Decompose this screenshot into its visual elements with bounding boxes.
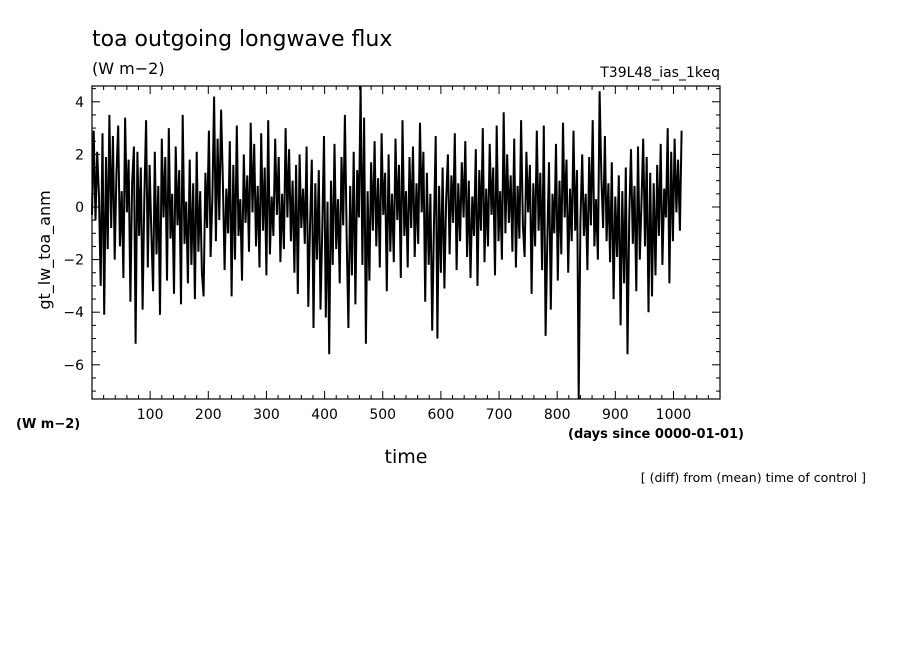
x-tick-label: 400 [311,407,338,423]
x-tick-label: 300 [253,407,280,423]
y-axis-tick-labels: 4 2 0 −2 −4 −6 [63,95,84,374]
x-tick-label: 500 [369,407,396,423]
plot-frame [91,85,721,400]
footnote: [ (diff) from (mean) time of control ] [641,470,866,485]
x-axis-tick-labels: 100 200 300 400 500 600 700 800 900 1000 [137,407,692,423]
y-tick-label: −4 [63,305,84,321]
axis-ticks [92,86,720,399]
series-line [91,85,683,400]
x-tick-label: 900 [602,407,629,423]
x-tick-label: 700 [486,407,513,423]
x-tick-label: 600 [428,407,455,423]
y-axis-unit: (W m−2) [16,417,80,432]
y-tick-label: −2 [63,253,84,269]
y-axis-label: gt_lw_toa_anm [35,190,55,309]
x-tick-label: 100 [137,407,164,423]
y-tick-label: 4 [75,95,84,111]
x-tick-label: 200 [195,407,222,423]
x-axis-unit: (days since 0000-01-01) [568,427,744,442]
chart-title: toa outgoing longwave flux [92,27,392,52]
run-label: T39L48_ias_1keq [599,65,720,81]
x-tick-label: 1000 [656,407,692,423]
y-tick-label: 2 [75,147,84,163]
chart-subtitle: (W m−2) [92,59,165,78]
y-tick-label: 0 [75,200,84,216]
x-tick-label: 800 [544,407,571,423]
x-axis-label: time [385,446,428,468]
y-tick-label: −6 [63,358,84,374]
